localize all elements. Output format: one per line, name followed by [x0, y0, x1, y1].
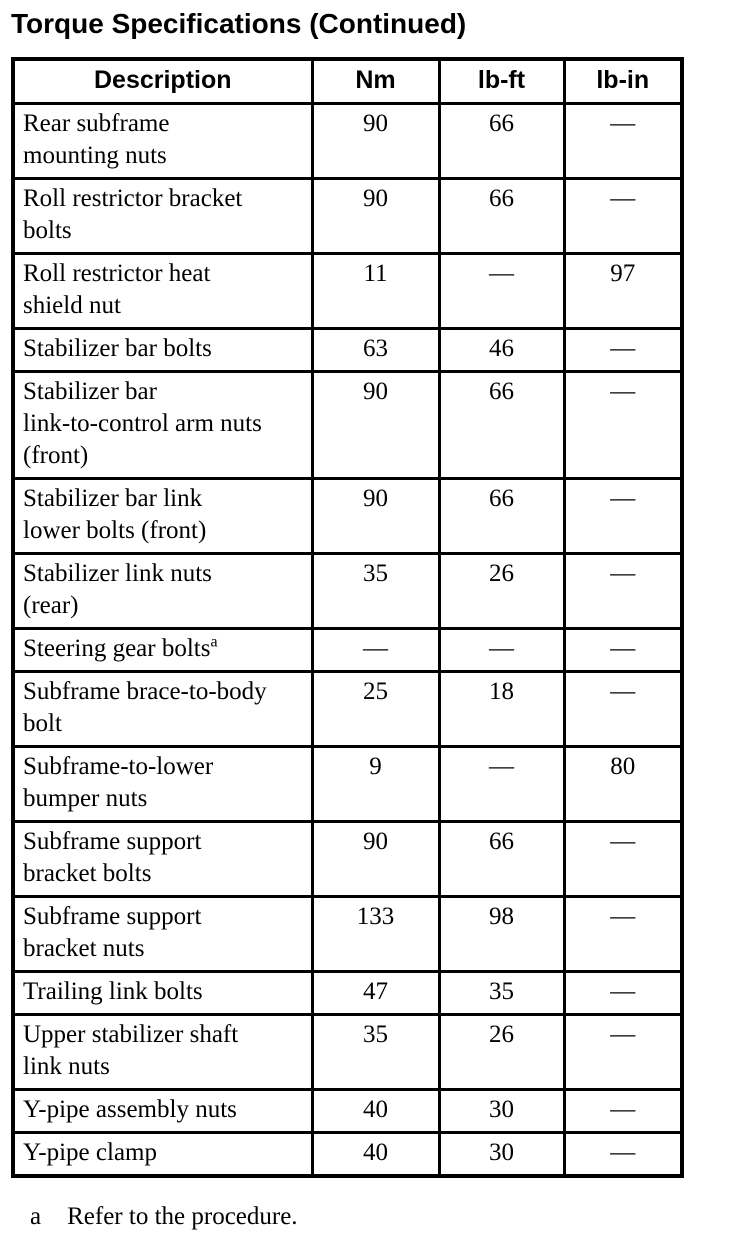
description-cell: Subframe support bracket bolts: [11, 820, 314, 898]
lb-ft-cell: —: [437, 745, 566, 823]
table-row: Upper stabilizer shaft link nuts 35 26—: [11, 1013, 684, 1091]
table-row: Stabilizer bar link-to-control arm nuts (f…: [11, 370, 684, 480]
nm-cell: 35: [310, 552, 441, 630]
lb-in-cell: 97: [562, 252, 684, 330]
table-row: Subframe support bracket nuts 133 98—: [11, 895, 684, 973]
table-row: Subframe brace-to-body bolt 25 18—: [11, 670, 684, 748]
footnote-text: Refer to the procedure.: [67, 1203, 298, 1230]
lb-ft-cell: 98: [437, 895, 566, 973]
lb-in-cell: —: [562, 552, 684, 630]
description-cell: Roll restrictor heat shield nut: [11, 252, 314, 330]
table-row: Stabilizer bar link lower bolts (front) 90…: [11, 477, 684, 555]
lb-ft-cell: 66: [437, 370, 566, 480]
column-header-nm: Nm: [310, 57, 441, 105]
column-header-description: Description: [11, 57, 314, 105]
nm-cell: 9: [310, 745, 441, 823]
nm-cell: 90: [310, 477, 441, 555]
lb-ft-cell: 46: [437, 327, 566, 373]
lb-in-cell: —: [562, 102, 684, 180]
lb-in-cell: 80: [562, 745, 684, 823]
description-cell: Upper stabilizer shaft link nuts: [11, 1013, 314, 1091]
lb-in-cell: —: [562, 370, 684, 480]
lb-in-cell: —: [562, 895, 684, 973]
description-cell: Trailing link bolts: [11, 970, 314, 1016]
table-row: Roll restrictor bracket bolts 90 66—: [11, 177, 684, 255]
table-row: Rear subframe mounting nuts 90 66—: [11, 102, 684, 180]
nm-cell: 40: [310, 1131, 441, 1178]
description-cell: Subframe-to-lower bumper nuts: [11, 745, 314, 823]
lb-ft-cell: 66: [437, 177, 566, 255]
lb-in-cell: —: [562, 670, 684, 748]
column-header-lb-ft: lb-ft: [437, 57, 566, 105]
footnote-reference-sup: a: [210, 633, 218, 651]
description-cell: Stabilizer bar link-to-control arm nuts (f…: [11, 370, 314, 480]
nm-cell: 90: [310, 177, 441, 255]
table-row: Trailing link bolts 47 35—: [11, 970, 684, 1016]
nm-cell: 90: [310, 370, 441, 480]
description-cell: Subframe support bracket nuts: [11, 895, 314, 973]
lb-ft-cell: 26: [437, 552, 566, 630]
lb-in-cell: —: [562, 1131, 684, 1178]
table-row: Subframe support bracket bolts 90 66—: [11, 820, 684, 898]
lb-ft-cell: 30: [437, 1088, 566, 1134]
table-row: Stabilizer link nuts (rear) 35 26—: [11, 552, 684, 630]
description-cell: Rear subframe mounting nuts: [11, 102, 314, 180]
lb-ft-cell: 26: [437, 1013, 566, 1091]
nm-cell: 90: [310, 820, 441, 898]
lb-in-cell: —: [562, 327, 684, 373]
column-header-lb-in: lb-in: [562, 57, 684, 105]
description-cell: Y-pipe assembly nuts: [11, 1088, 314, 1134]
footnote-marker: a: [30, 1203, 42, 1230]
table-row: Y-pipe clamp 40 30—: [11, 1131, 684, 1178]
description-cell: Y-pipe clamp: [11, 1131, 314, 1178]
nm-cell: 90: [310, 102, 441, 180]
lb-in-cell: —: [562, 970, 684, 1016]
lb-ft-cell: 35: [437, 970, 566, 1016]
table-footnote: a Refer to the procedure.: [30, 1202, 736, 1232]
lb-in-cell: —: [562, 627, 684, 673]
nm-cell: —: [310, 627, 441, 673]
nm-cell: 133: [310, 895, 441, 973]
lb-in-cell: —: [562, 1013, 684, 1091]
nm-cell: 25: [310, 670, 441, 748]
lb-in-cell: —: [562, 820, 684, 898]
torque-table-body: Rear subframe mounting nuts 90 66— Roll rest…: [11, 102, 684, 1178]
nm-cell: 35: [310, 1013, 441, 1091]
lb-ft-cell: 30: [437, 1131, 566, 1178]
table-row: Roll restrictor heat shield nut 11—97: [11, 252, 684, 330]
nm-cell: 40: [310, 1088, 441, 1134]
nm-cell: 47: [310, 970, 441, 1016]
lb-ft-cell: 66: [437, 820, 566, 898]
lb-in-cell: —: [562, 177, 684, 255]
description-cell: Stabilizer bar bolts: [11, 327, 314, 373]
lb-ft-cell: 66: [437, 477, 566, 555]
table-header-row: Description Nm lb-ft lb-in: [11, 57, 684, 105]
lb-ft-cell: 18: [437, 670, 566, 748]
description-cell: Roll restrictor bracket bolts: [11, 177, 314, 255]
description-cell: Steering gear boltsa: [11, 627, 314, 673]
table-row: Steering gear boltsa — — —: [11, 627, 684, 673]
lb-ft-cell: —: [437, 252, 566, 330]
lb-in-cell: —: [562, 1088, 684, 1134]
table-row: Y-pipe assembly nuts 40 30—: [11, 1088, 684, 1134]
nm-cell: 63: [310, 327, 441, 373]
lb-in-cell: —: [562, 477, 684, 555]
table-row: Subframe-to-lower bumper nuts 9—80: [11, 745, 684, 823]
page-title: Torque Specifications (Continued): [11, 8, 467, 39]
table-row: Stabilizer bar bolts 63 46—: [11, 327, 684, 373]
description-cell: Stabilizer bar link lower bolts (front): [11, 477, 314, 555]
description-cell: Stabilizer link nuts (rear): [11, 552, 314, 630]
lb-ft-cell: —: [437, 627, 566, 673]
lb-ft-cell: 66: [437, 102, 566, 180]
torque-specifications-table: Description Nm lb-ft lb-in Rear subframe…: [11, 57, 684, 1178]
description-cell: Subframe brace-to-body bolt: [11, 670, 314, 748]
nm-cell: 11: [310, 252, 441, 330]
